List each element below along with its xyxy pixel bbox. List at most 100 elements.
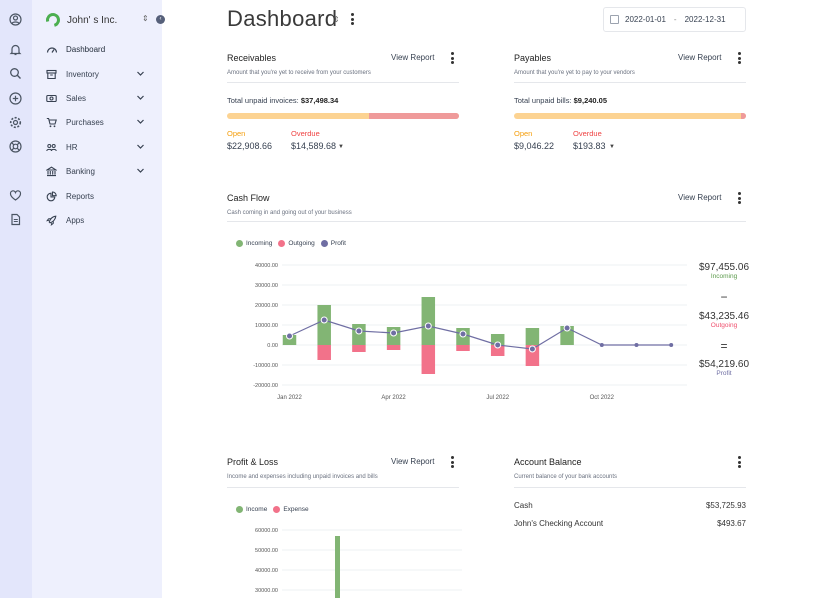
dashboard-menu-icon[interactable] xyxy=(350,13,354,25)
outgoing-summary: $43,235.46 Outgoing xyxy=(694,311,754,329)
outgoing-bar[interactable] xyxy=(525,345,540,366)
overdue-dropdown-icon[interactable]: ▼ xyxy=(609,144,615,150)
legend-swatch xyxy=(273,506,281,513)
y-tick-label: 30000.00 xyxy=(255,588,278,594)
cashflow-menu-icon[interactable] xyxy=(737,192,741,204)
profit-point[interactable] xyxy=(634,343,639,347)
sidebar-item-label: Inventory xyxy=(66,69,99,79)
account-name: John's Checking Account xyxy=(514,519,604,528)
chevron-down-icon[interactable] xyxy=(136,69,145,78)
y-tick-label: 50000.00 xyxy=(255,548,278,554)
chevron-down-icon[interactable] xyxy=(136,142,145,151)
dashboard-switch-icon[interactable]: ⇕ xyxy=(333,15,340,24)
archive-icon xyxy=(46,69,57,79)
date-range-picker[interactable]: 2022-01-01 - 2022-12-31 xyxy=(603,7,746,32)
legend-swatch xyxy=(236,506,243,513)
profit-point[interactable] xyxy=(563,324,571,332)
incoming-bar[interactable] xyxy=(421,297,436,345)
chevron-down-icon[interactable] xyxy=(136,166,145,175)
legend-item-profit[interactable]: Profit xyxy=(320,240,346,247)
overdue-dropdown-icon[interactable]: ▼ xyxy=(338,144,344,150)
profit-point[interactable] xyxy=(390,329,398,337)
outgoing-bar[interactable] xyxy=(421,345,436,374)
sidebar-item-inventory[interactable]: Inventory xyxy=(46,67,154,81)
payables-view-report-link[interactable]: View Report xyxy=(678,53,722,62)
outgoing-bar[interactable] xyxy=(490,345,505,356)
search-icon[interactable] xyxy=(9,67,22,80)
account-balance-subtitle: Current balance of your bank accounts xyxy=(514,474,618,480)
receivables-view-report-link[interactable]: View Report xyxy=(391,53,435,62)
chevron-down-icon[interactable] xyxy=(136,93,145,102)
main-content: Dashboard ⇕ 2022-01-01 - 2022-12-31 Rece… xyxy=(162,0,831,598)
divider xyxy=(514,82,746,83)
chevron-down-icon[interactable] xyxy=(136,117,145,126)
payables-open-label: Open xyxy=(514,129,533,138)
sidebar-item-banking[interactable]: Banking xyxy=(46,164,154,178)
profit-point[interactable] xyxy=(355,327,363,335)
income-bar[interactable] xyxy=(335,536,340,598)
legend-swatch xyxy=(278,240,286,247)
cashflow-title: Cash Flow xyxy=(227,193,270,203)
y-tick-label: -20000.00 xyxy=(253,383,278,389)
receivables-title: Receivables xyxy=(227,53,277,63)
sidebar: John' s Inc. ⇕ ‹ Dashboard Inventory Sales… xyxy=(32,0,165,598)
heart-icon[interactable] xyxy=(9,189,22,202)
payables-subtitle: Amount that you're yet to pay to your ve… xyxy=(514,70,635,76)
sidebar-item-label: HR xyxy=(66,142,78,152)
profit-point[interactable] xyxy=(494,341,502,349)
incoming-bar[interactable] xyxy=(525,328,540,345)
sidebar-item-dashboard[interactable]: Dashboard xyxy=(46,42,154,56)
profit-point[interactable] xyxy=(286,332,293,340)
payables-title: Payables xyxy=(514,53,552,63)
sidebar-item-hr[interactable]: HR xyxy=(46,140,154,154)
switch-arrows-icon[interactable]: ⇕ xyxy=(142,14,149,23)
date-end: 2022-12-31 xyxy=(684,15,726,24)
life-ring-icon[interactable] xyxy=(9,140,22,153)
incoming-bar[interactable] xyxy=(317,305,331,345)
account-balance-menu-icon[interactable] xyxy=(737,456,741,468)
profit-loss-menu-icon[interactable] xyxy=(450,456,454,468)
legend-item-incoming[interactable]: Incoming xyxy=(236,240,272,247)
profit-point[interactable] xyxy=(459,330,467,338)
receivables-menu-icon[interactable] xyxy=(450,52,454,64)
profit-point[interactable] xyxy=(669,343,674,347)
outgoing-bar[interactable] xyxy=(386,345,401,350)
incoming-bar[interactable] xyxy=(560,326,574,345)
legend-label: Income xyxy=(246,506,268,513)
profit-point[interactable] xyxy=(599,343,604,347)
profit-point[interactable] xyxy=(424,322,432,330)
legend-item-expense[interactable]: Expense xyxy=(273,506,309,513)
legend-item-income[interactable]: Income xyxy=(236,506,267,513)
incoming-bar[interactable] xyxy=(282,335,297,345)
company-switcher[interactable]: John' s Inc. xyxy=(43,10,117,30)
sidebar-item-purchases[interactable]: Purchases xyxy=(46,115,154,129)
legend-item-outgoing[interactable]: Outgoing xyxy=(278,240,315,247)
profit-loss-title: Profit & Loss xyxy=(227,457,279,467)
outgoing-bar[interactable] xyxy=(456,345,470,351)
profit-point[interactable] xyxy=(528,345,536,353)
legend-label: Profit xyxy=(330,240,346,247)
legend-swatch xyxy=(320,240,328,247)
payables-menu-icon[interactable] xyxy=(737,52,741,64)
plus-circle-icon[interactable] xyxy=(9,92,22,105)
gear-icon[interactable] xyxy=(9,116,22,129)
profit-loss-view-report-link[interactable]: View Report xyxy=(391,457,435,466)
divider xyxy=(227,82,459,83)
sidebar-item-apps[interactable]: Apps xyxy=(46,213,154,227)
legend-label: Outgoing xyxy=(288,240,315,247)
outgoing-bar[interactable] xyxy=(352,345,366,352)
incoming-label: Incoming xyxy=(710,273,738,280)
cashflow-view-report-link[interactable]: View Report xyxy=(678,193,722,202)
incoming-bar[interactable] xyxy=(490,334,505,345)
profit-point[interactable] xyxy=(320,316,328,324)
profit-loss-chart: 60000.00 50000.00 40000.00 30000.00 xyxy=(255,528,462,598)
user-circle-icon[interactable] xyxy=(9,13,22,26)
document-icon[interactable] xyxy=(9,213,22,226)
collapse-sidebar-icon[interactable]: ‹ xyxy=(156,15,165,24)
outgoing-bar[interactable] xyxy=(317,345,331,360)
sidebar-item-reports[interactable]: Reports xyxy=(46,189,154,203)
sidebar-item-label: Banking xyxy=(66,166,95,176)
sidebar-item-sales[interactable]: Sales xyxy=(46,91,154,105)
bell-icon[interactable] xyxy=(9,43,22,56)
receivables-open-label: Open xyxy=(227,129,246,138)
